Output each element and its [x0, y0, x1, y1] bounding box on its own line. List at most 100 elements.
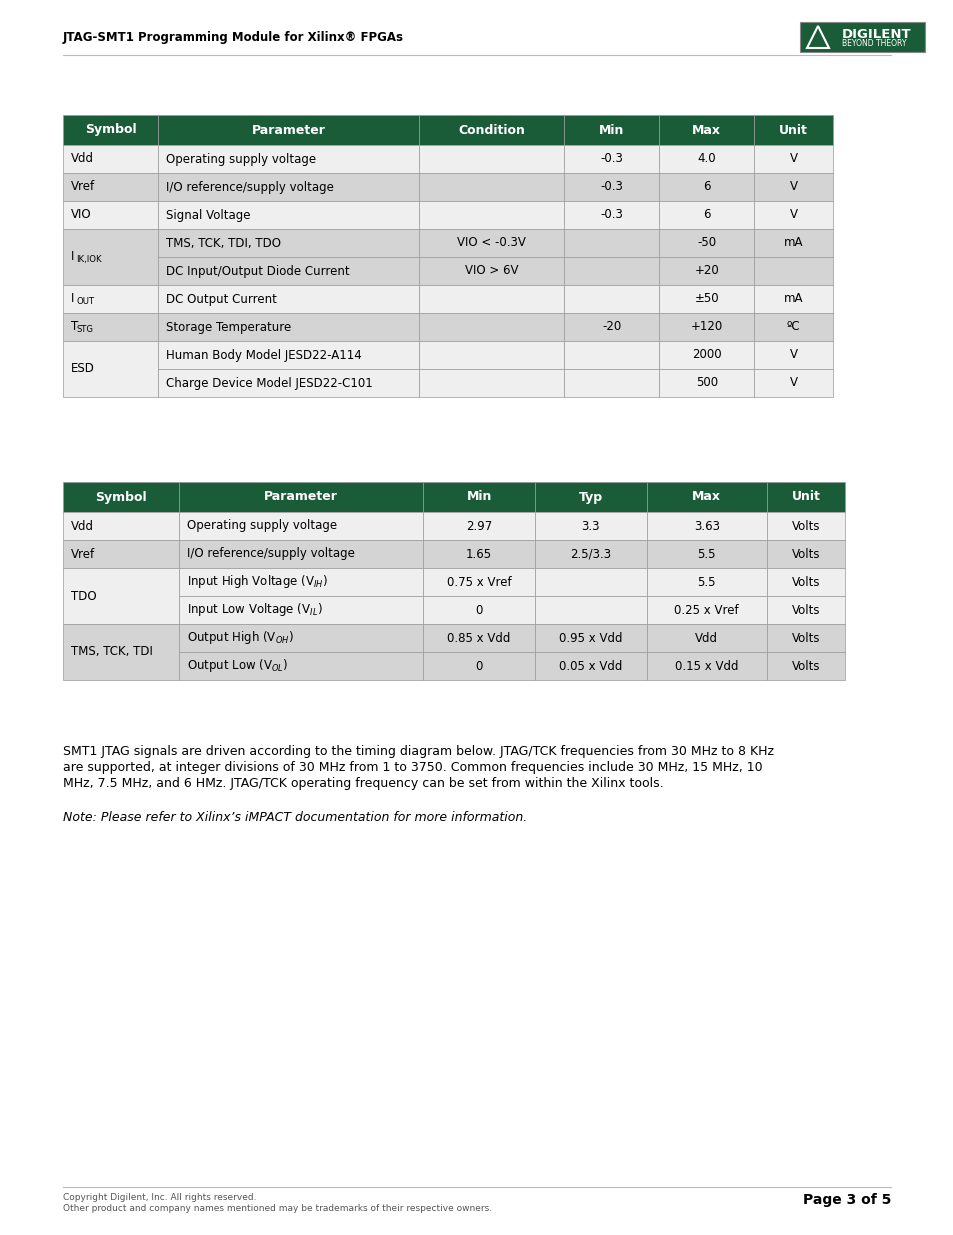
- Bar: [179, 652, 423, 680]
- Text: 0: 0: [475, 604, 482, 616]
- Text: IK,IOK: IK,IOK: [76, 254, 102, 264]
- Bar: [63, 115, 158, 144]
- Bar: [563, 341, 659, 369]
- Bar: [659, 201, 754, 228]
- Bar: [418, 201, 563, 228]
- Text: 0.85 x Vdd: 0.85 x Vdd: [447, 631, 510, 645]
- Bar: [659, 341, 754, 369]
- Text: Volts: Volts: [791, 631, 820, 645]
- Text: MHz, 7.5 MHz, and 6 HMz. JTAG/TCK operating frequency can be set from within the: MHz, 7.5 MHz, and 6 HMz. JTAG/TCK operat…: [63, 777, 663, 790]
- Bar: [423, 652, 535, 680]
- Text: TDO: TDO: [71, 589, 96, 603]
- Text: I: I: [71, 251, 74, 263]
- Bar: [418, 115, 563, 144]
- Text: V: V: [789, 377, 797, 389]
- Text: -0.3: -0.3: [599, 152, 622, 165]
- Bar: [158, 312, 418, 341]
- Text: -20: -20: [601, 321, 620, 333]
- Bar: [158, 228, 418, 257]
- Bar: [659, 285, 754, 312]
- Bar: [418, 369, 563, 396]
- Text: DC Output Current: DC Output Current: [166, 293, 276, 305]
- Text: Vdd: Vdd: [71, 152, 94, 165]
- Bar: [535, 540, 646, 568]
- Bar: [423, 624, 535, 652]
- Bar: [659, 115, 754, 144]
- Text: 0.15 x Vdd: 0.15 x Vdd: [675, 659, 738, 673]
- Bar: [63, 201, 158, 228]
- Text: 0.95 x Vdd: 0.95 x Vdd: [558, 631, 622, 645]
- Bar: [766, 597, 844, 624]
- Bar: [646, 568, 766, 597]
- Text: TMS, TCK, TDI: TMS, TCK, TDI: [71, 646, 152, 658]
- Bar: [158, 173, 418, 201]
- Text: 2000: 2000: [691, 348, 720, 362]
- Text: +20: +20: [694, 264, 719, 278]
- Text: JTAG-SMT1 Programming Module for Xilinx® FPGAs: JTAG-SMT1 Programming Module for Xilinx®…: [63, 32, 403, 44]
- Bar: [646, 597, 766, 624]
- Bar: [563, 369, 659, 396]
- Bar: [179, 513, 423, 540]
- Bar: [418, 173, 563, 201]
- Bar: [754, 285, 832, 312]
- Bar: [535, 513, 646, 540]
- Text: Output Low (V$_{OL}$): Output Low (V$_{OL}$): [187, 657, 288, 674]
- Text: Other product and company names mentioned may be trademarks of their respective : Other product and company names mentione…: [63, 1204, 492, 1213]
- Text: TMS, TCK, TDI, TDO: TMS, TCK, TDI, TDO: [166, 236, 281, 249]
- Bar: [535, 624, 646, 652]
- Text: Volts: Volts: [791, 576, 820, 589]
- Text: Input Low Voltage (V$_{IL}$): Input Low Voltage (V$_{IL}$): [187, 601, 322, 619]
- Bar: [646, 624, 766, 652]
- Text: Vref: Vref: [71, 547, 95, 561]
- Bar: [754, 341, 832, 369]
- Bar: [754, 115, 832, 144]
- Text: T: T: [71, 321, 78, 333]
- Bar: [535, 652, 646, 680]
- Bar: [563, 285, 659, 312]
- Bar: [418, 285, 563, 312]
- Text: Parameter: Parameter: [264, 490, 337, 504]
- Text: 5.5: 5.5: [697, 576, 716, 589]
- Text: Input High Voltage (V$_{IH}$): Input High Voltage (V$_{IH}$): [187, 573, 328, 590]
- Bar: [423, 568, 535, 597]
- Bar: [535, 568, 646, 597]
- Bar: [754, 201, 832, 228]
- Text: mA: mA: [783, 293, 802, 305]
- Text: Max: Max: [692, 490, 720, 504]
- Bar: [563, 201, 659, 228]
- Bar: [563, 228, 659, 257]
- Text: I/O reference/supply voltage: I/O reference/supply voltage: [166, 180, 334, 194]
- Bar: [659, 312, 754, 341]
- Text: Unit: Unit: [779, 124, 807, 137]
- Text: mA: mA: [783, 236, 802, 249]
- Bar: [766, 652, 844, 680]
- Text: Max: Max: [692, 124, 720, 137]
- Text: 0.05 x Vdd: 0.05 x Vdd: [558, 659, 622, 673]
- Bar: [158, 257, 418, 285]
- Bar: [63, 285, 158, 312]
- Bar: [423, 482, 535, 513]
- Bar: [423, 597, 535, 624]
- Text: -0.3: -0.3: [599, 180, 622, 194]
- Text: OUT: OUT: [76, 296, 94, 306]
- Text: Operating supply voltage: Operating supply voltage: [187, 520, 336, 532]
- Bar: [423, 513, 535, 540]
- Text: 6: 6: [702, 209, 710, 221]
- Bar: [754, 173, 832, 201]
- Text: VIO: VIO: [71, 209, 91, 221]
- Text: Page 3 of 5: Page 3 of 5: [801, 1193, 890, 1207]
- Bar: [63, 312, 158, 341]
- Bar: [563, 173, 659, 201]
- Text: Storage Temperature: Storage Temperature: [166, 321, 292, 333]
- Bar: [659, 144, 754, 173]
- Text: ±50: ±50: [694, 293, 719, 305]
- Text: 4.0: 4.0: [697, 152, 716, 165]
- Bar: [179, 597, 423, 624]
- Bar: [63, 144, 158, 173]
- Bar: [646, 482, 766, 513]
- Text: 3.63: 3.63: [693, 520, 719, 532]
- Bar: [63, 482, 179, 513]
- Text: Min: Min: [466, 490, 491, 504]
- Text: are supported, at integer divisions of 30 MHz from 1 to 3750. Common frequencies: are supported, at integer divisions of 3…: [63, 761, 761, 774]
- Text: Operating supply voltage: Operating supply voltage: [166, 152, 316, 165]
